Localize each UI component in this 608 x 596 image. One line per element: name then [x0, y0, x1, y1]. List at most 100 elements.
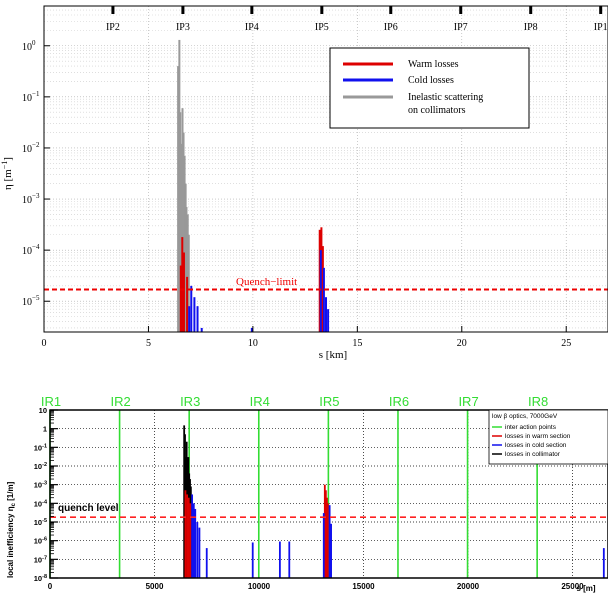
top-legend-label-warm: Warm losses: [408, 59, 459, 70]
bottom-x-tick-label: 25000: [561, 582, 584, 591]
bottom-bar: [189, 503, 192, 578]
top-y-tick-label: 10−1: [22, 90, 40, 104]
bottom-ir-label: IR1: [41, 394, 61, 409]
bottom-bar: [191, 494, 194, 578]
top-ip-tick: [599, 6, 603, 14]
top-ip-tick: [529, 6, 533, 14]
top-y-tick-label: 10−3: [22, 192, 40, 206]
top-bar: [186, 276, 189, 332]
top-y-axis-label: η [m−1]: [0, 157, 14, 190]
bottom-bar: [326, 497, 328, 578]
top-ip-tick: [459, 6, 463, 14]
top-bar: [187, 234, 190, 332]
top-ip-label: IP3: [176, 22, 190, 33]
top-ip-label: IP7: [454, 22, 468, 33]
bottom-y-tick-label: 10-1: [34, 443, 47, 452]
top-bar: [193, 297, 196, 332]
bottom-x-tick-label: 15000: [352, 582, 375, 591]
top-bar: [186, 214, 189, 332]
bottom-y-tick-label: 10-5: [34, 518, 47, 527]
bottom-legend-label-ip: inter action points: [505, 424, 557, 431]
bottom-bar: [322, 513, 325, 578]
bottom-plot-frame: [49, 409, 608, 579]
top-bar: [182, 132, 185, 332]
bottom-ir-label: IR2: [110, 394, 130, 409]
bottom-y-tick-label: 10-6: [34, 537, 47, 546]
bottom-y-tick-label: 10-4: [34, 499, 48, 508]
bottom-ir-label: IR6: [389, 394, 409, 409]
bottom-bar: [184, 490, 187, 578]
bottom-legend-title: low β optics, 7000GeV: [492, 413, 558, 420]
top-bar: [318, 229, 321, 332]
top-x-ticks: 0 5 10 15 20 25: [42, 326, 571, 349]
bottom-bar: [327, 503, 329, 578]
bottom-bar: [278, 541, 281, 578]
top-bar: [179, 265, 182, 332]
top-y-axis-label-exp: −1: [0, 161, 9, 170]
top-y-axis-label-close: ]: [2, 157, 14, 161]
bottom-y-axis-label-unit: [1/m]: [6, 481, 15, 503]
bottom-ir-label: IR3: [180, 394, 200, 409]
bottom-bar: [187, 497, 190, 578]
bottom-y-tick-label: 10-3: [34, 481, 47, 490]
top-bar: [325, 297, 327, 332]
bottom-ir-labels: IR1 IR2 IR3 IR4 IR5 IR6 IR7 IR8: [41, 394, 548, 409]
top-bar: [200, 327, 203, 332]
top-legend: Warm losses Cold losses Inelastic scatte…: [329, 47, 530, 129]
top-y-tick-label: 10−2: [22, 141, 40, 155]
top-ip-label: IP5: [315, 22, 329, 33]
top-ip-tick: [389, 6, 393, 14]
top-bar: [319, 250, 322, 332]
top-plot-frame: [43, 5, 608, 333]
top-x-axis-label: s [km]: [319, 349, 347, 361]
bottom-ir-label: IR5: [319, 394, 339, 409]
bottom-bar: [186, 494, 188, 578]
top-ip-tick: [250, 6, 254, 14]
bottom-bar: [194, 508, 197, 578]
top-legend-label-cold: Cold losses: [408, 75, 454, 86]
top-bar: [196, 306, 199, 332]
bottom-y-tick-label: 10-7: [34, 555, 47, 564]
bottom-ir-label: IR8: [528, 394, 548, 409]
top-ip-label: IP1: [594, 22, 608, 33]
bottom-bar: [251, 542, 254, 578]
top-ip-label: IP4: [245, 22, 259, 33]
bottom-bar: [198, 527, 201, 578]
top-bar: [190, 285, 193, 332]
top-bar: [182, 252, 185, 332]
bottom-x-tick-label: 5000: [146, 582, 164, 591]
top-bar: [183, 155, 186, 332]
top-quench-limit-label: Quench−limit: [236, 276, 297, 288]
top-bar: [185, 206, 188, 332]
bottom-ir-label: IR7: [458, 394, 478, 409]
bottom-bar: [323, 484, 326, 578]
top-bar: [322, 267, 325, 332]
bottom-quench-level-label: quench level: [58, 503, 119, 514]
top-grid: [43, 5, 608, 332]
bottom-x-tick-label: 10000: [248, 582, 271, 591]
top-ip-markers: IP2 IP3 IP4 IP5 IP6 IP7 IP8 IP1: [106, 6, 608, 33]
top-ip-tick: [111, 6, 115, 14]
bottom-legend-label-cold: losses in cold section: [505, 442, 567, 449]
top-bar: [177, 66, 180, 332]
bottom-x-ticks: 0 5000 10000 15000 20000 25000: [48, 582, 584, 591]
top-y-ticks: 100 10−1 10−2 10−3 10−4 10−5: [22, 39, 50, 308]
bottom-legend: low β optics, 7000GeV inter action point…: [488, 409, 608, 465]
top-legend-box: [329, 47, 530, 129]
bottom-legend-label-collimator: losses in collimator: [505, 451, 561, 458]
top-ip-label: IP2: [106, 22, 120, 33]
top-y-axis-label-main: η [m: [2, 169, 14, 190]
top-ip-label: IP8: [524, 22, 538, 33]
bottom-y-ticks: 10 1 10-1 10-2 10-3 10-4 10-5 10-6 10-7 10-8: [34, 406, 58, 583]
bottom-y-tick-label: 10-8: [34, 574, 47, 583]
top-bar: [250, 327, 253, 332]
top-bar: [181, 237, 184, 332]
bottom-y-axis-label-sub: c: [11, 502, 17, 506]
top-legend-label-inelastic: Inelastic scattering: [408, 92, 483, 103]
bottom-y-tick-label: 10-2: [34, 462, 47, 471]
top-ip-tick: [181, 6, 185, 14]
top-bar: [321, 246, 324, 332]
top-y-tick-label: 100: [22, 39, 36, 53]
top-y-tick-label: 10−5: [22, 294, 40, 308]
bottom-y-tick-label: 1: [43, 425, 47, 434]
